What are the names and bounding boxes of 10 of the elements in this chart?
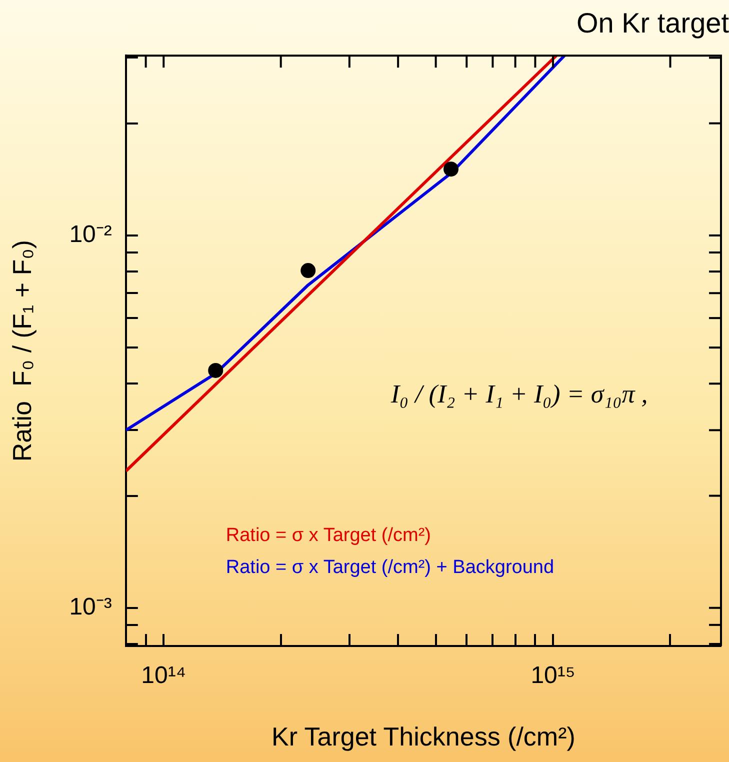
text: Ratio = σ x Target (/cm²) + Background bbox=[226, 557, 554, 578]
y-tick-label: 10⁻³ bbox=[69, 594, 112, 620]
chart-title: On Kr target bbox=[576, 8, 729, 39]
x-tick-label: 10¹⁵ bbox=[530, 662, 576, 690]
y-axis-title: Ratio F₀ / (F₁ + F₀) bbox=[6, 240, 37, 462]
annotation: I₀ / (I₂ + I₁ + I₀) = σ₁₀π , bbox=[390, 379, 648, 408]
x-axis-title: Kr Target Thickness (/cm²) bbox=[272, 722, 576, 752]
y-tick-label: 10⁻² bbox=[69, 221, 112, 248]
x-tick-label: 10¹⁴ bbox=[141, 662, 186, 690]
text: Ratio = σ x Target (/cm²) bbox=[226, 525, 432, 546]
